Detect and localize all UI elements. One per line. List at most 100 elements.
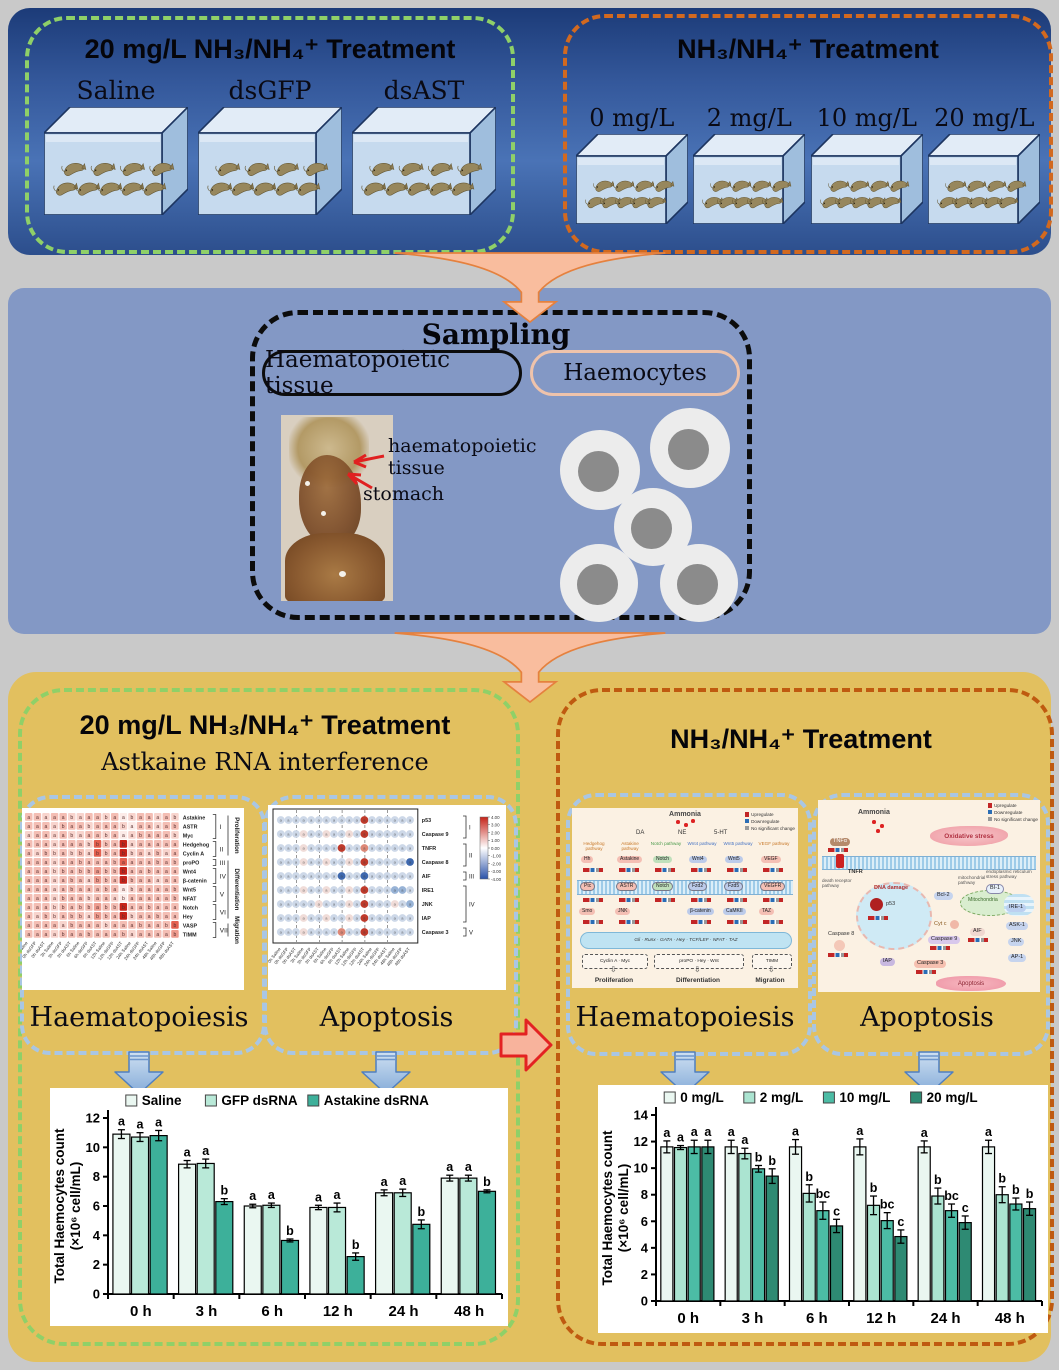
svg-text:b: b [174,923,177,929]
svg-text:a: a [363,860,366,865]
neuro-da: DA [636,830,645,836]
legend-upregulate: Upregulate [744,812,795,819]
svg-text:4: 4 [641,1240,649,1255]
svg-text:a: a [27,905,30,911]
svg-text:b: b [768,1154,776,1168]
svg-text:b: b [105,833,108,839]
svg-text:a: a [363,916,366,921]
tank-icon [575,134,688,224]
svg-text:b: b [88,932,91,938]
cytc-ball [950,920,959,929]
photo-speck [339,571,346,577]
svg-text:a: a [174,842,177,848]
svg-text:a: a [401,902,404,907]
svg-text:a: a [318,902,321,907]
svg-text:a: a [310,888,313,893]
svg-text:a: a [36,869,39,875]
svg-text:Total Haemocytes count: Total Haemocytes count [600,1130,615,1286]
svg-text:Hey: Hey [183,915,193,921]
svg-text:a: a [371,860,374,865]
svg-text:b: b [805,1170,813,1184]
apoptosis-dotplot-figure: a a a a a a a a a a a a a a a a a a p53 a a a a a a a a a a a a a a a a a a C… [267,805,506,990]
svg-text:a: a [333,860,336,865]
ammonia-dot [691,819,695,823]
ligand-node: Wnt4 [689,856,707,863]
svg-text:a: a [287,916,290,921]
svg-text:b: b [131,815,134,821]
svg-text:a: a [96,869,99,875]
svg-text:a: a [45,842,48,848]
svg-text:a: a [386,818,389,823]
annotation-arrows-icon [346,453,385,490]
expression-strip [619,868,639,872]
svg-text:a: a [165,851,168,857]
svg-text:a: a [371,930,374,935]
svg-text:a: a [165,905,168,911]
svg-text:b: b [79,905,82,911]
haemocyte-nucleus [631,508,672,549]
apoptosis-label-left: Apoptosis [319,1002,454,1033]
svg-text:b: b [45,851,48,857]
er-pathway-label: endoplasmic reticulum stress pathway [986,869,1032,879]
svg-text:a: a [36,923,39,929]
svg-text:a: a [348,902,351,907]
aif-node: AIF [970,928,985,936]
expression-strip [583,920,603,924]
pathway-name: Notch pathway [650,841,682,846]
svg-text:-4.00: -4.00 [491,877,502,882]
svg-text:a: a [139,887,142,893]
svg-text:a: a [36,824,39,830]
expression-strip [763,898,783,902]
svg-text:a: a [677,1131,685,1145]
svg-text:b: b [131,914,134,920]
p53-ball [870,898,883,911]
svg-text:a: a [53,932,56,938]
svg-text:a: a [88,851,91,857]
svg-text:a: a [165,887,168,893]
ammonia-dot [872,820,876,824]
svg-text:a: a [394,832,397,837]
svg-text:4: 4 [93,1228,101,1243]
svg-text:a: a [165,932,168,938]
expression-strip [930,946,950,950]
svg-text:a: a [356,818,359,823]
svg-text:a: a [113,824,116,830]
transcription-factor-band: Gli · Runx · GATA · Hey · TCF/LEF · NFAT… [580,932,792,949]
mito-pathway-label: mitochondrial pathway [958,875,986,885]
svg-text:a: a [45,824,48,830]
svg-text:a: a [356,846,359,851]
svg-text:b: b [286,1224,294,1238]
svg-text:a: a [363,930,366,935]
svg-text:a: a [280,902,283,907]
svg-text:a: a [348,860,351,865]
svg-text:a: a [27,887,30,893]
svg-text:a: a [371,818,374,823]
svg-text:a: a [62,914,65,920]
svg-text:a: a [88,878,91,884]
svg-text:b: b [113,869,116,875]
svg-text:a: a [985,1125,993,1139]
iap-node: IAP [880,958,895,966]
svg-text:a: a [79,824,82,830]
svg-text:a: a [174,851,177,857]
svg-text:bc: bc [944,1189,959,1203]
svg-text:a: a [310,832,313,837]
svg-text:a: a [148,851,151,857]
svg-text:a: a [318,818,321,823]
svg-text:a: a [148,824,151,830]
svg-text:a: a [36,914,39,920]
svg-text:a: a [165,878,168,884]
svg-text:a: a [36,833,39,839]
svg-text:a: a [318,832,321,837]
flow-funnel-arrow-bottom [394,632,666,704]
svg-text:a: a [36,860,39,866]
svg-text:a: a [318,888,321,893]
legend-nochange: No significant change [987,816,1038,824]
svg-text:a: a [310,818,313,823]
svg-text:a: a [356,860,359,865]
receptor-node: VEGFR [760,882,786,891]
svg-text:a: a [156,932,159,938]
svg-text:a: a [302,874,305,879]
svg-text:a: a [139,824,142,830]
